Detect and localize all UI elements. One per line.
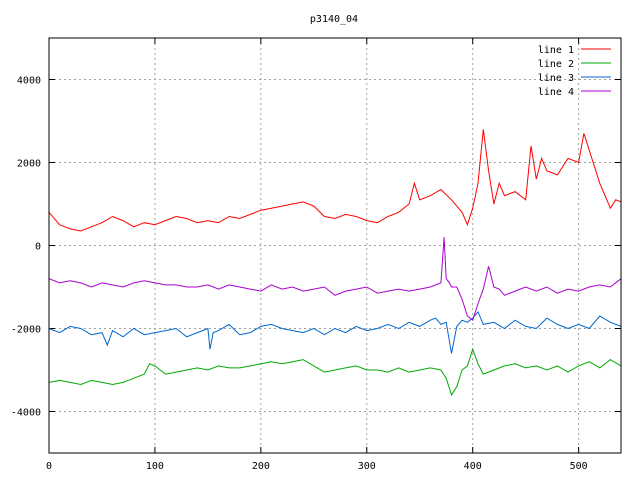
x-tick-label: 500 [570,461,588,472]
x-tick-label: 200 [252,461,270,472]
x-tick-label: 400 [464,461,482,472]
legend-label: line 1 [538,45,574,56]
x-tick-label: 100 [146,461,164,472]
series-line-3 [48,310,622,354]
chart-title: p3140_04 [310,14,358,25]
axis-ticks: 0 100 200 300 400 500 -4000 -2000 0 2000 4000 [11,38,621,472]
series-line-1 [48,129,622,232]
x-tick-label: 0 [46,461,52,472]
series-line-4 [48,237,622,322]
series-layer [48,129,622,397]
y-tick-label: 2000 [17,159,41,170]
y-tick-label: -2000 [11,325,41,336]
legend: line 1 line 2 line 3 line 4 [538,45,611,98]
legend-label: line 4 [538,87,574,98]
y-tick-label: 0 [35,242,41,253]
grid-lines [49,38,621,453]
legend-label: line 2 [538,59,574,70]
legend-label: line 3 [538,73,574,84]
x-tick-label: 300 [358,461,376,472]
y-tick-label: -4000 [11,408,41,419]
series-line-2 [48,347,622,397]
y-tick-label: 4000 [17,76,41,87]
plot-frame [48,37,622,454]
